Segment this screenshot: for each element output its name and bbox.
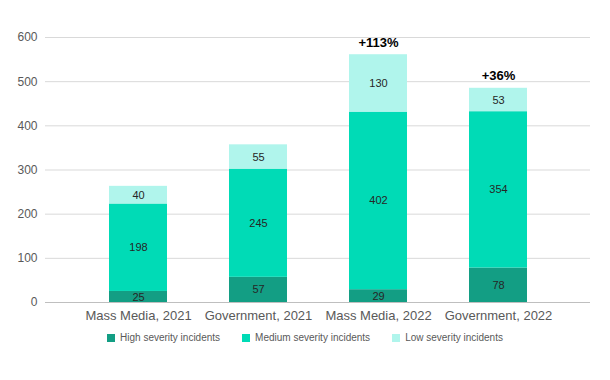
svg-text:57: 57 bbox=[252, 283, 264, 295]
svg-text:Mass Media, 2022: Mass Media, 2022 bbox=[325, 308, 431, 323]
svg-text:0: 0 bbox=[31, 295, 38, 309]
svg-text:130: 130 bbox=[369, 77, 387, 89]
svg-text:Government, 2021: Government, 2021 bbox=[205, 308, 313, 323]
svg-text:400: 400 bbox=[17, 119, 37, 133]
svg-text:+113%: +113% bbox=[358, 35, 399, 50]
svg-text:53: 53 bbox=[492, 94, 504, 106]
svg-text:200: 200 bbox=[17, 207, 37, 221]
svg-text:245: 245 bbox=[249, 217, 267, 229]
svg-text:500: 500 bbox=[17, 75, 37, 89]
html-text:Low severity incidents: Low severity incidents bbox=[405, 332, 503, 343]
svg-text:29: 29 bbox=[372, 290, 384, 302]
svg-text:402: 402 bbox=[369, 194, 387, 206]
html-text:Medium severity incidents: Medium severity incidents bbox=[255, 332, 371, 343]
svg-text:100: 100 bbox=[17, 251, 37, 265]
svg-text:354: 354 bbox=[489, 183, 507, 195]
svg-text:+36%: +36% bbox=[482, 68, 516, 83]
svg-text:78: 78 bbox=[492, 279, 504, 291]
svg-text:198: 198 bbox=[129, 241, 147, 253]
html-text:High severity incidents: High severity incidents bbox=[120, 332, 221, 343]
svg-text:40: 40 bbox=[132, 189, 144, 201]
svg-text:Government, 2022: Government, 2022 bbox=[445, 308, 553, 323]
svg-text:Mass Media, 2021: Mass Media, 2021 bbox=[85, 308, 191, 323]
svg-text:25: 25 bbox=[132, 290, 144, 302]
svg-text:55: 55 bbox=[252, 150, 264, 162]
svg-text:600: 600 bbox=[17, 30, 37, 44]
svg-text:300: 300 bbox=[17, 163, 37, 177]
